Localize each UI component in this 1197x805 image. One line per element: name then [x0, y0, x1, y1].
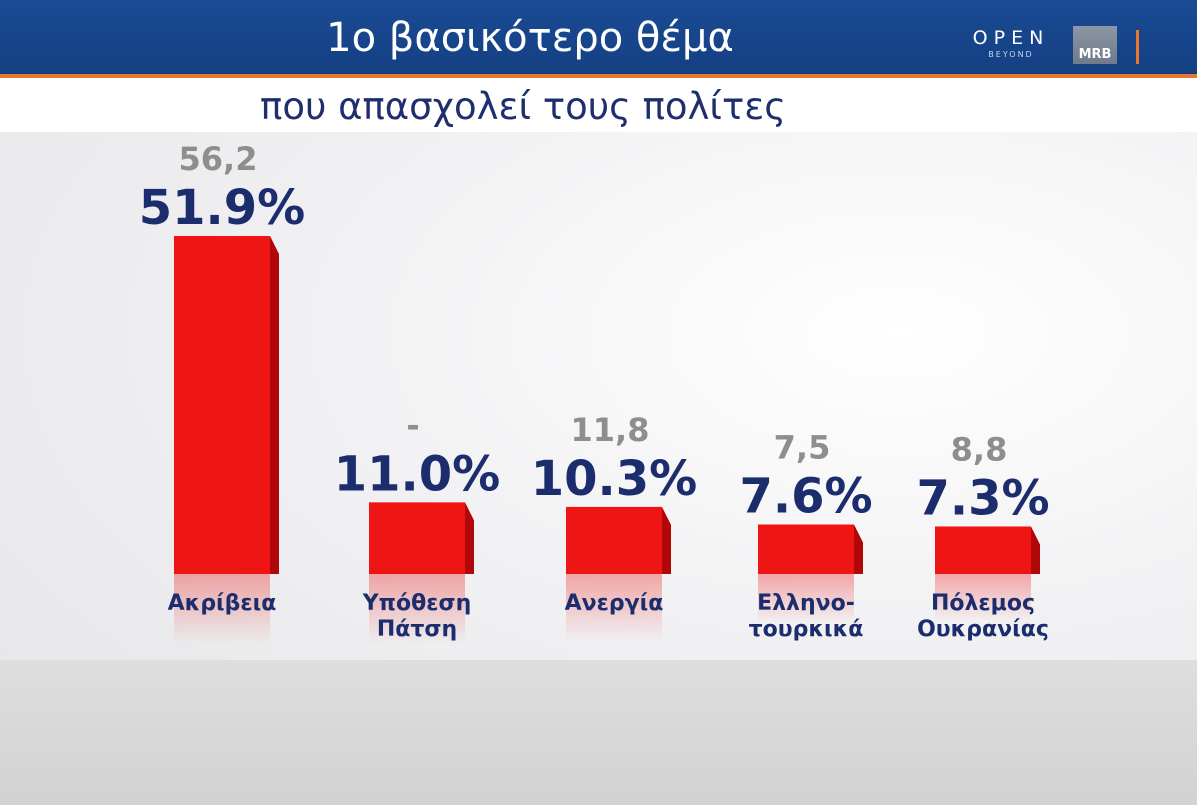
category-label: Ακρίβεια	[168, 591, 277, 616]
value-label: 7.3%	[916, 470, 1049, 526]
bar-side	[662, 506, 671, 574]
bar-reflection	[758, 574, 854, 624]
value-label: 51.9%	[139, 180, 306, 236]
category-label: Ουκρανίας	[917, 617, 1049, 642]
value-label: 7.6%	[739, 469, 872, 525]
chart-floor	[0, 660, 1197, 805]
bar	[758, 524, 854, 574]
bar-side	[270, 236, 279, 574]
category-label: Υπόθεση	[362, 591, 472, 616]
bar-side	[1031, 526, 1040, 574]
value-label: 10.3%	[531, 451, 698, 507]
bar-side	[854, 524, 863, 574]
bar	[935, 526, 1031, 574]
bar-reflection	[566, 574, 662, 642]
mrb-logo-text: MRB	[1078, 47, 1112, 62]
category-label: Ελληνο-	[757, 591, 855, 616]
value-label: 11.0%	[334, 446, 501, 502]
category-label: Πάτση	[377, 617, 457, 642]
category-label: Ανεργία	[565, 591, 664, 616]
bar	[369, 502, 465, 574]
bar-reflection	[369, 574, 465, 644]
previous-value-label: 11,8	[571, 411, 650, 449]
previous-value-label: -	[406, 406, 419, 444]
logo-divider	[1136, 30, 1139, 64]
category-label: Πόλεμος	[931, 591, 1035, 616]
page-subtitle: που απασχολεί τους πολίτες	[260, 85, 786, 128]
bar	[174, 236, 270, 574]
previous-value-label: 56,2	[179, 140, 258, 178]
bar	[566, 506, 662, 574]
header-bar: 1ο βασικότερο θέμα OPEN BEYOND MRB	[0, 0, 1197, 78]
subtitle-band	[0, 78, 1197, 132]
open-logo-tagline: BEYOND	[988, 50, 1034, 59]
bar-side	[465, 502, 474, 574]
mrb-logo: MRB	[1073, 26, 1117, 64]
bar-reflection	[935, 574, 1031, 622]
previous-value-label: 7,5	[774, 429, 831, 467]
category-label: τουρκικά	[749, 617, 864, 642]
bar-reflection	[174, 574, 270, 644]
previous-value-label: 8,8	[951, 430, 1008, 468]
open-logo: OPEN	[972, 27, 1050, 49]
header-accent-line	[0, 74, 1197, 78]
page-title: 1ο βασικότερο θέμα	[326, 15, 734, 61]
